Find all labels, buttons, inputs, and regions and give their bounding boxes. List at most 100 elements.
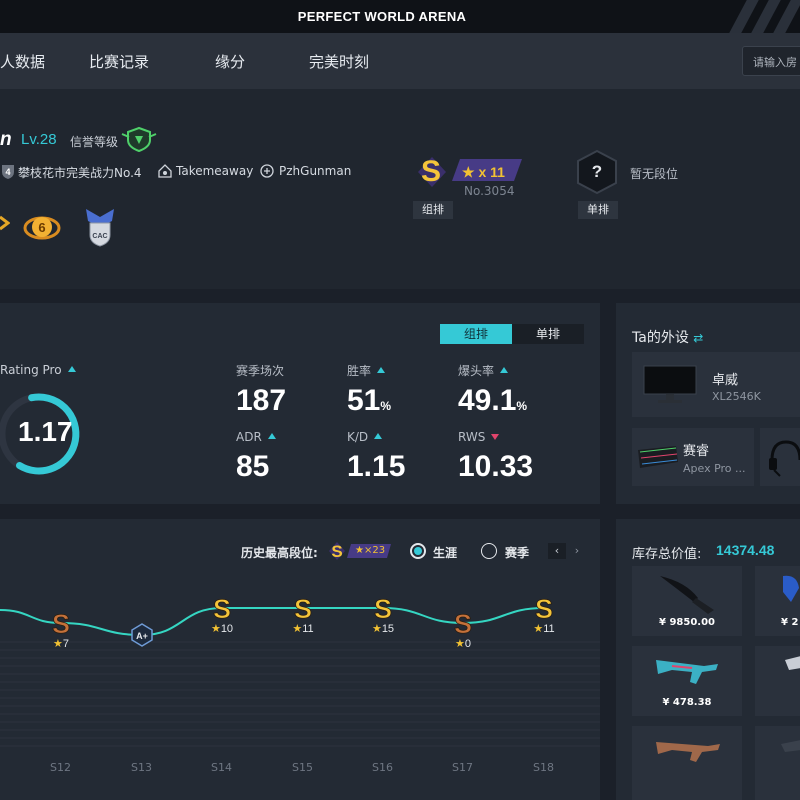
inventory-item[interactable] <box>632 726 742 800</box>
player-name: n <box>0 129 12 150</box>
rating-value: 1.17 <box>18 416 73 447</box>
rank-trend-line <box>0 607 545 637</box>
solo-rank-status: 暂无段位 <box>630 167 679 181</box>
rank-history-panel <box>0 519 600 800</box>
stat-label-kd: K/D <box>347 430 383 444</box>
rank-point-s16: S★15 <box>372 594 394 635</box>
stat-value-headshot: 49.1% <box>458 384 528 417</box>
nav-highlights[interactable]: 完美时刻 <box>309 53 370 71</box>
radio-season[interactable] <box>481 543 497 559</box>
tab-solo[interactable]: 单排 <box>512 324 584 344</box>
trend-up-icon <box>500 367 509 373</box>
house-icon <box>158 164 172 178</box>
knife-icon <box>660 576 714 614</box>
tab-group[interactable]: 组排 <box>440 324 512 344</box>
player-level: Lv.28 <box>21 131 57 148</box>
nav-match-records[interactable]: 比赛记录 <box>89 53 150 71</box>
item-price: ¥ 9850.00 <box>659 617 715 628</box>
stat-value-rws: 10.33 <box>458 450 534 483</box>
shuffle-icon: ⇄ <box>693 331 704 345</box>
svg-text:4: 4 <box>5 167 10 177</box>
rank-stars: ★15 <box>372 623 394 635</box>
rank-point-s13: A+ <box>131 623 153 647</box>
group-rank-stars: ★ x 11 <box>462 164 505 180</box>
item-price: ¥ 2 <box>781 617 799 628</box>
rank-letter: S <box>213 594 231 624</box>
trend-up-icon <box>374 433 383 439</box>
solo-rank-badge <box>577 149 617 195</box>
stat-label-rws: RWS <box>458 430 500 444</box>
svg-text:S: S <box>331 542 342 561</box>
group-rank-label: 组排 <box>413 201 453 219</box>
gear-brand: 卓威 <box>712 373 739 388</box>
group-rank-badge <box>418 157 522 187</box>
season-label: S14 <box>211 761 232 774</box>
nav-affinity[interactable]: 缘分 <box>215 53 246 71</box>
glove-icon <box>783 575 799 602</box>
gun-icon <box>781 740 800 752</box>
stat-label-adr: ADR <box>236 430 276 444</box>
gear-item-headset[interactable] <box>760 428 800 486</box>
inventory-label: 库存总价值: <box>632 547 702 562</box>
radio-career[interactable] <box>410 543 426 559</box>
group-rank-letter: S <box>421 155 442 188</box>
gear-item-keyboard[interactable]: 赛睿 Apex Pro ... <box>632 428 754 486</box>
credit-shield-icon <box>121 126 157 152</box>
next-button[interactable]: › <box>574 544 580 557</box>
rating-label: Rating Pro <box>0 363 76 377</box>
svg-text:CAC: CAC <box>92 233 107 240</box>
season-label: S17 <box>452 761 473 774</box>
rank-shield-icon: 4 <box>2 165 14 179</box>
rank-letter: S <box>535 594 553 624</box>
season-label: S16 <box>372 761 393 774</box>
trend-down-icon <box>491 434 500 440</box>
monitor-icon <box>643 365 697 403</box>
headset-icon <box>769 440 800 477</box>
user-tag-2[interactable]: PzhGunman <box>279 164 352 178</box>
stat-label-matches: 赛季场次 <box>236 364 285 378</box>
medal-6-icon: 6 <box>23 216 61 240</box>
user-tag-1[interactable]: Takemeaway <box>176 164 254 178</box>
gear-model: Apex Pro ... <box>683 462 746 475</box>
inventory-item[interactable]: ¥ 478.38 <box>632 646 742 716</box>
rank-letter: S <box>454 609 472 639</box>
inventory-item[interactable]: ¥ 2 <box>755 566 800 636</box>
gear-title: Ta的外设 ⇄ <box>632 330 704 346</box>
inventory-item[interactable] <box>755 646 800 716</box>
main-nav: 人数据 比赛记录 缘分 完美时刻 请输入房 <box>0 33 800 89</box>
rank-point-s14: S★10 <box>211 594 233 635</box>
keyboard-icon <box>638 446 678 468</box>
inventory-item[interactable]: ¥ 9850.00 <box>632 566 742 636</box>
stat-value-kd: 1.15 <box>347 450 406 483</box>
solo-rank-label: 单排 <box>578 201 618 219</box>
nav-personal-data[interactable]: 人数据 <box>0 53 46 71</box>
medal-icon <box>0 215 10 231</box>
cac-medal-icon: CAC <box>86 209 114 247</box>
rank-letter: S <box>52 609 70 639</box>
prev-button[interactable]: ‹ <box>548 543 566 559</box>
app-title: PERFECT WORLD ARENA <box>297 9 467 24</box>
group-rank-number: No.3054 <box>464 184 515 198</box>
rank-point-s18: S★11 <box>533 594 554 635</box>
rank-stars: ★11 <box>292 623 313 635</box>
question-mark-icon: ? <box>591 162 603 181</box>
radio-season-label: 赛季 <box>505 546 530 560</box>
rank-stars: ★11 <box>533 623 554 635</box>
trend-up-icon <box>377 367 386 373</box>
rank-letter: A+ <box>136 631 148 641</box>
rank-point-s17: S★0 <box>454 609 473 650</box>
inventory-item[interactable] <box>755 726 800 800</box>
season-label: S13 <box>131 761 152 774</box>
item-price: ¥ 478.38 <box>662 697 712 708</box>
plus-circle-icon <box>260 164 274 178</box>
rank-point-s15: S★11 <box>292 594 313 635</box>
trend-up-icon <box>67 366 76 372</box>
profile-header: n Lv.28 信誉等级 4 攀枝花市完美战力No.4 Takemeaway P… <box>0 89 800 289</box>
credit-label: 信誉等级 <box>70 135 119 149</box>
best-rank-label: 历史最高段位: <box>241 546 318 560</box>
gear-item-monitor[interactable]: 卓威 XL2546K <box>632 352 800 417</box>
title-bar: PERFECT WORLD ARENA <box>0 0 800 33</box>
search-input[interactable]: 请输入房 <box>742 46 800 76</box>
radio-career-label: 生涯 <box>433 546 458 560</box>
season-label: S12 <box>50 761 71 774</box>
